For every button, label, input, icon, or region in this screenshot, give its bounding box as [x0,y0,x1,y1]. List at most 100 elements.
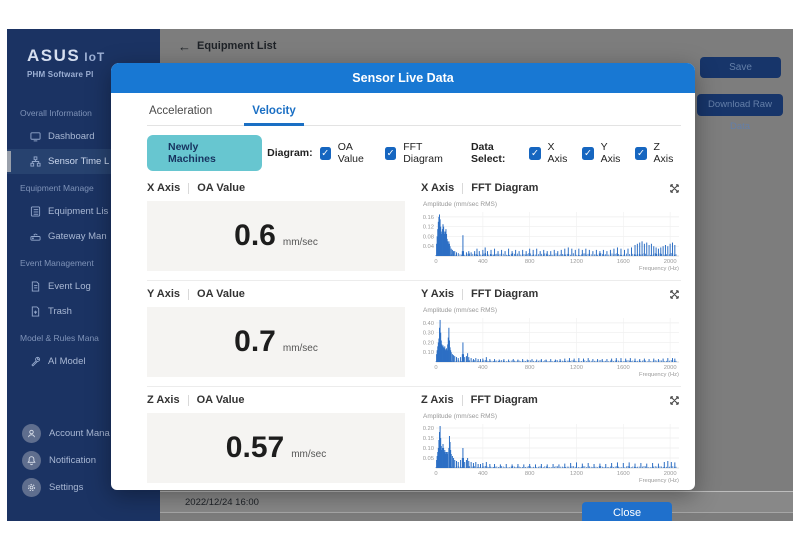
oa-value-panel-z: 0.57 mm/sec [147,413,405,483]
sidebar-item-trash[interactable]: Trash [7,299,160,324]
gateway-icon [30,233,41,241]
app-window: ASUS IoT PHM Software Pl Overall Informat… [7,29,793,521]
iot-logo-text: IoT [84,50,106,64]
modal-controls: Newly Machines Diagram: OA Value FFT Dia… [147,135,681,171]
oa-value-panel-x: 0.6 mm/sec [147,201,405,271]
svg-text:Frequency (Hz): Frequency (Hz) [639,266,679,271]
header-divider [188,288,190,300]
svg-text:1200: 1200 [570,259,583,265]
nav-section-model-rules: Model & Rules Mana [20,333,99,343]
fft-chart-z: Amplitude (mm/sec RMS) 0.05 0.10 0.15 0.20 0… [421,413,681,483]
newly-machines-button[interactable]: Newly Machines [147,135,263,171]
svg-text:800: 800 [525,365,535,371]
sidebar-item-equipment-list[interactable]: Equipment Lis [7,199,160,224]
close-button[interactable]: Close [582,502,672,521]
data-select-label: Data Select: [470,141,506,165]
sidebar-item-gateway[interactable]: Gateway Man [7,224,160,249]
oa-unit: mm/sec [282,237,318,248]
x-axis-row: X Axis OA Value 0.6 mm/sec X Axis [147,175,681,280]
download-raw-data-button[interactable]: Download Raw Data [697,94,783,132]
svg-text:1600: 1600 [617,259,630,265]
oa-unit: mm/sec [282,343,318,354]
svg-text:800: 800 [525,471,535,477]
dashboard-icon [30,132,41,142]
svg-text:800: 800 [525,259,535,265]
footer-item-label: Account Mana [49,428,110,439]
oa-panel-title: OA Value [196,394,245,406]
checkbox-label-fft-diagram: FFT Diagram [403,141,443,165]
fft-chart-x: Amplitude (mm/sec RMS) 0.04 0.08 0.12 0.16 0… [421,201,681,271]
svg-text:Frequency (Hz): Frequency (Hz) [639,372,679,377]
checkbox-y-axis[interactable] [582,146,594,160]
checkbox-z-axis[interactable] [635,146,647,160]
sidebar-item-label: Dashboard [48,131,95,142]
sidebar-item-account[interactable]: Account Mana [22,424,160,443]
checkbox-fft-diagram[interactable] [385,146,397,160]
checkbox-label-y-axis: Y Axis [600,141,621,165]
expand-icon[interactable] [668,182,681,195]
svg-text:0: 0 [434,471,437,477]
z-axis-row: Z Axis OA Value 0.57 mm/sec Z Axis [147,386,681,492]
svg-text:0: 0 [434,365,437,371]
header-divider [461,394,463,406]
tab-velocity[interactable]: Velocity [244,103,305,126]
fft-panel-title: FFT Diagram [470,394,538,406]
equipment-list-icon [30,206,41,217]
sidebar-item-settings[interactable]: Settings [22,478,160,497]
logo: ASUS IoT PHM Software Pl [7,29,160,79]
svg-text:400: 400 [478,365,488,371]
nav-section-event: Event Management [20,258,94,268]
svg-text:0: 0 [434,259,437,265]
sidebar-item-notification[interactable]: Notification [22,451,160,470]
tab-acceleration[interactable]: Acceleration [149,105,213,117]
sidebar-item-label: Trash [48,306,72,317]
checkbox-label-oa-value: OA Value [337,141,364,165]
diagram-data-select-group: Diagram: OA Value FFT Diagram Data Selec… [262,141,681,165]
svg-text:Frequency (Hz): Frequency (Hz) [639,478,679,483]
checkbox-x-axis[interactable] [529,146,541,160]
svg-text:0.15: 0.15 [423,436,434,442]
svg-text:0.40: 0.40 [423,321,434,327]
oa-panel-title: OA Value [197,288,245,300]
svg-text:0.10: 0.10 [423,446,434,452]
chart-y-axis-label: Amplitude (mm/sec RMS) [423,413,498,420]
timestamp-value: 2022/12/24 16:00 [185,496,259,508]
svg-text:1200: 1200 [570,471,583,477]
back-to-equipment-list[interactable]: ← Equipment List [178,39,276,54]
svg-text:0.12: 0.12 [423,225,434,231]
sidebar-item-dashboard[interactable]: Dashboard [7,124,160,149]
save-button[interactable]: Save [700,57,781,78]
sidebar-item-label: Sensor Time L [48,156,110,167]
svg-text:1600: 1600 [617,471,630,477]
svg-text:1600: 1600 [617,365,630,371]
diagram-label: Diagram: [267,147,313,159]
sidebar-item-ai-model[interactable]: AI Model [7,349,160,374]
svg-text:0.16: 0.16 [423,215,434,221]
oa-value: 0.57 [225,431,285,464]
oa-axis-title: X Axis [147,182,181,194]
header-divider [188,182,190,194]
svg-text:0.30: 0.30 [423,331,434,337]
nav-section-overall: Overall Information [20,108,92,118]
expand-icon[interactable] [668,394,681,407]
modal-tabs: Acceleration Velocity [147,103,681,126]
svg-text:0.05: 0.05 [423,456,434,462]
y-axis-row: Y Axis OA Value 0.7 mm/sec Y Axis [147,280,681,386]
app-subtitle: PHM Software Pl [27,70,94,79]
sidebar-item-event-log[interactable]: Event Log [7,274,160,299]
fft-panel-title: FFT Diagram [471,182,539,194]
oa-unit: mm/sec [291,449,327,460]
fft-chart-y: Amplitude (mm/sec RMS) 0.10 0.20 0.30 0.40 0… [421,307,681,377]
sidebar-item-label: Gateway Man [48,231,107,242]
chart-y-axis-label: Amplitude (mm/sec RMS) [423,201,498,208]
fft-panel-title: FFT Diagram [471,288,539,300]
oa-axis-title: Y Axis [147,288,181,300]
expand-icon[interactable] [668,288,681,301]
checkbox-oa-value[interactable] [319,146,331,160]
event-log-icon [31,281,40,292]
oa-value: 0.7 [234,325,276,358]
header-divider [462,288,464,300]
svg-text:2000: 2000 [664,259,677,265]
sensor-network-icon [30,156,41,167]
svg-text:2000: 2000 [664,471,677,477]
